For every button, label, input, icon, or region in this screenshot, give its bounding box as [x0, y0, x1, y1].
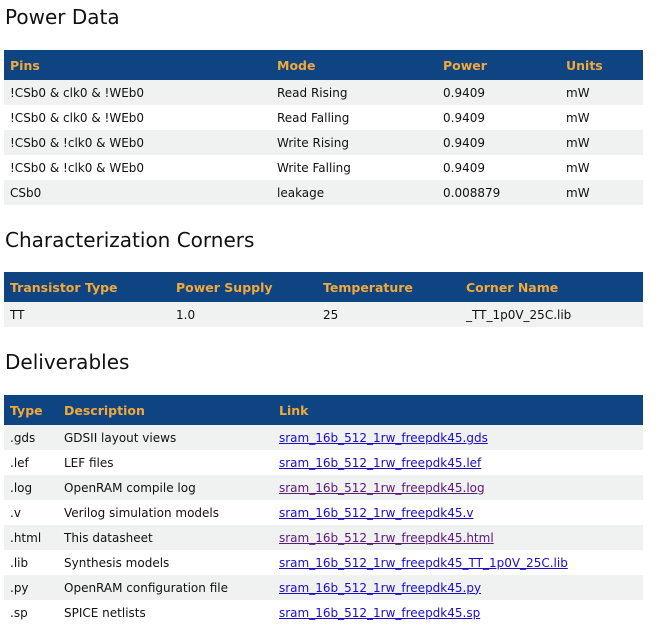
table-cell: 0.9409: [443, 160, 485, 175]
table-row: !CSb0 & !clk0 & WEb0 Write Rising 0.9409 mW: [4, 130, 643, 155]
table-row: .log OpenRAM compile log sram_16b_512_1rw_…: [4, 475, 643, 500]
table-cell: mW: [560, 180, 643, 205]
table-row: .lef LEF files sram_16b_512_1rw_freepdk45.…: [4, 450, 643, 475]
deliverables-heading: Deliverables: [5, 350, 130, 374]
table-cell: mW: [560, 130, 643, 155]
power-data-heading: Power Data: [5, 5, 120, 29]
table-cell: 0.008879: [437, 180, 560, 205]
table-cell: .html: [4, 525, 58, 550]
table-row: .html This datasheet sram_16b_512_1rw_free…: [4, 525, 643, 550]
table-cell: sram_16b_512_1rw_freepdk45.log: [273, 475, 643, 500]
table-cell: !CSb0 & clk0 & !WEb0: [10, 110, 145, 125]
column-header: Temperature: [317, 272, 460, 302]
table-cell: 0.9409: [437, 130, 560, 155]
table-row: !CSb0 & !clk0 & WEb0 Write Falling 0.9409 m…: [4, 155, 643, 180]
table-cell: mW: [560, 80, 643, 105]
table-cell: SPICE netlists: [64, 605, 146, 620]
column-header: Corner Name: [460, 272, 643, 302]
file-link[interactable]: sram_16b_512_1rw_freepdk45.py: [279, 580, 482, 595]
table-cell: leakage: [271, 180, 437, 205]
column-header: Mode: [271, 50, 437, 80]
table-row: .sp SPICE netlists sram_16b_512_1rw_freepd…: [4, 600, 643, 625]
table-cell: Synthesis models: [64, 555, 170, 570]
table-row: .py OpenRAM configuration file sram_16b_51…: [4, 575, 643, 600]
table-cell: Verilog simulation models: [64, 505, 220, 520]
column-header: Power Supply: [170, 272, 317, 302]
column-header: Type: [4, 395, 58, 425]
table-cell: Read Falling: [277, 110, 350, 125]
table-cell: _TT_1p0V_25C.lib: [460, 302, 643, 327]
table-cell: Read Rising: [271, 80, 437, 105]
table-cell: This datasheet: [58, 525, 273, 550]
file-link[interactable]: sram_16b_512_1rw_freepdk45_TT_1p0V_25C.l…: [279, 555, 568, 570]
table-cell: sram_16b_512_1rw_freepdk45_TT_1p0V_25C.l…: [273, 550, 643, 575]
column-header: Description: [58, 395, 273, 425]
table-cell: sram_16b_512_1rw_freepdk45.py: [273, 575, 643, 600]
table-row: .lib Synthesis models sram_16b_512_1rw_fre…: [4, 550, 643, 575]
table-cell: sram_16b_512_1rw_freepdk45.lef: [273, 450, 643, 475]
column-header: Units: [560, 50, 643, 80]
table-row: .v Verilog simulation models sram_16b_512_…: [4, 500, 643, 525]
table-cell: .gds: [4, 425, 58, 450]
table-cell: .py: [4, 575, 58, 600]
column-header: Link: [273, 395, 643, 425]
table-cell: OpenRAM configuration file: [58, 575, 273, 600]
file-link[interactable]: sram_16b_512_1rw_freepdk45.lef: [279, 455, 482, 470]
table-cell: 1.0: [170, 302, 317, 327]
table-cell: 0.9409: [437, 80, 560, 105]
table-cell: .lib: [10, 555, 29, 570]
table-cell: !CSb0 & !clk0 & WEb0: [4, 130, 271, 155]
table-cell: !CSb0 & clk0 & !WEb0: [4, 80, 271, 105]
header-row: Pins Mode Power Units: [4, 50, 643, 80]
power-data-table: Pins Mode Power Units !CSb0 & clk0 & !WEb0 Re…: [4, 50, 643, 205]
file-link[interactable]: sram_16b_512_1rw_freepdk45.log: [279, 480, 485, 495]
table-row: CSb0 leakage 0.008879 mW: [4, 180, 643, 205]
table-cell: .log: [4, 475, 58, 500]
table-cell: .lef: [10, 455, 29, 470]
table-row: !CSb0 & clk0 & !WEb0 Read Rising 0.9409 mW: [4, 80, 643, 105]
column-header: Power: [437, 50, 560, 80]
table-cell: Write Rising: [271, 130, 437, 155]
table-cell: sram_16b_512_1rw_freepdk45.v: [273, 500, 643, 525]
table-cell: .v: [10, 505, 21, 520]
table-cell: !CSb0 & !clk0 & WEb0: [10, 160, 145, 175]
table-cell: TT: [4, 302, 170, 327]
deliverables-table: Type Description Link .gds GDSII layout view…: [4, 395, 643, 625]
table-cell: sram_16b_512_1rw_freepdk45.sp: [273, 600, 643, 625]
file-link[interactable]: sram_16b_512_1rw_freepdk45.html: [279, 530, 494, 545]
column-header: Pins: [4, 50, 271, 80]
file-link[interactable]: sram_16b_512_1rw_freepdk45.v: [279, 505, 474, 520]
table-cell: LEF files: [64, 455, 114, 470]
table-cell: OpenRAM compile log: [58, 475, 273, 500]
table-cell: mW: [566, 110, 590, 125]
corners-table: Transistor Type Power Supply Temperature Co…: [4, 272, 643, 327]
table-cell: sram_16b_512_1rw_freepdk45.gds: [273, 425, 643, 450]
table-row: TT 1.0 25 _TT_1p0V_25C.lib: [4, 302, 643, 327]
table-cell: mW: [566, 160, 590, 175]
table-cell: 0.9409: [443, 110, 485, 125]
file-link[interactable]: sram_16b_512_1rw_freepdk45.gds: [279, 430, 488, 445]
table-cell: Write Falling: [277, 160, 351, 175]
table-cell: CSb0: [4, 180, 271, 205]
column-header: Transistor Type: [4, 272, 170, 302]
table-row: !CSb0 & clk0 & !WEb0 Read Falling 0.9409 mW: [4, 105, 643, 130]
header-row: Transistor Type Power Supply Temperature Co…: [4, 272, 643, 302]
table-row: .gds GDSII layout views sram_16b_512_1rw_f…: [4, 425, 643, 450]
header-row: Type Description Link: [4, 395, 643, 425]
table-cell: sram_16b_512_1rw_freepdk45.html: [273, 525, 643, 550]
file-link[interactable]: sram_16b_512_1rw_freepdk45.sp: [279, 605, 481, 620]
table-cell: 25: [317, 302, 460, 327]
table-cell: GDSII layout views: [58, 425, 273, 450]
characterization-corners-heading: Characterization Corners: [5, 228, 255, 252]
table-cell: .sp: [10, 605, 28, 620]
